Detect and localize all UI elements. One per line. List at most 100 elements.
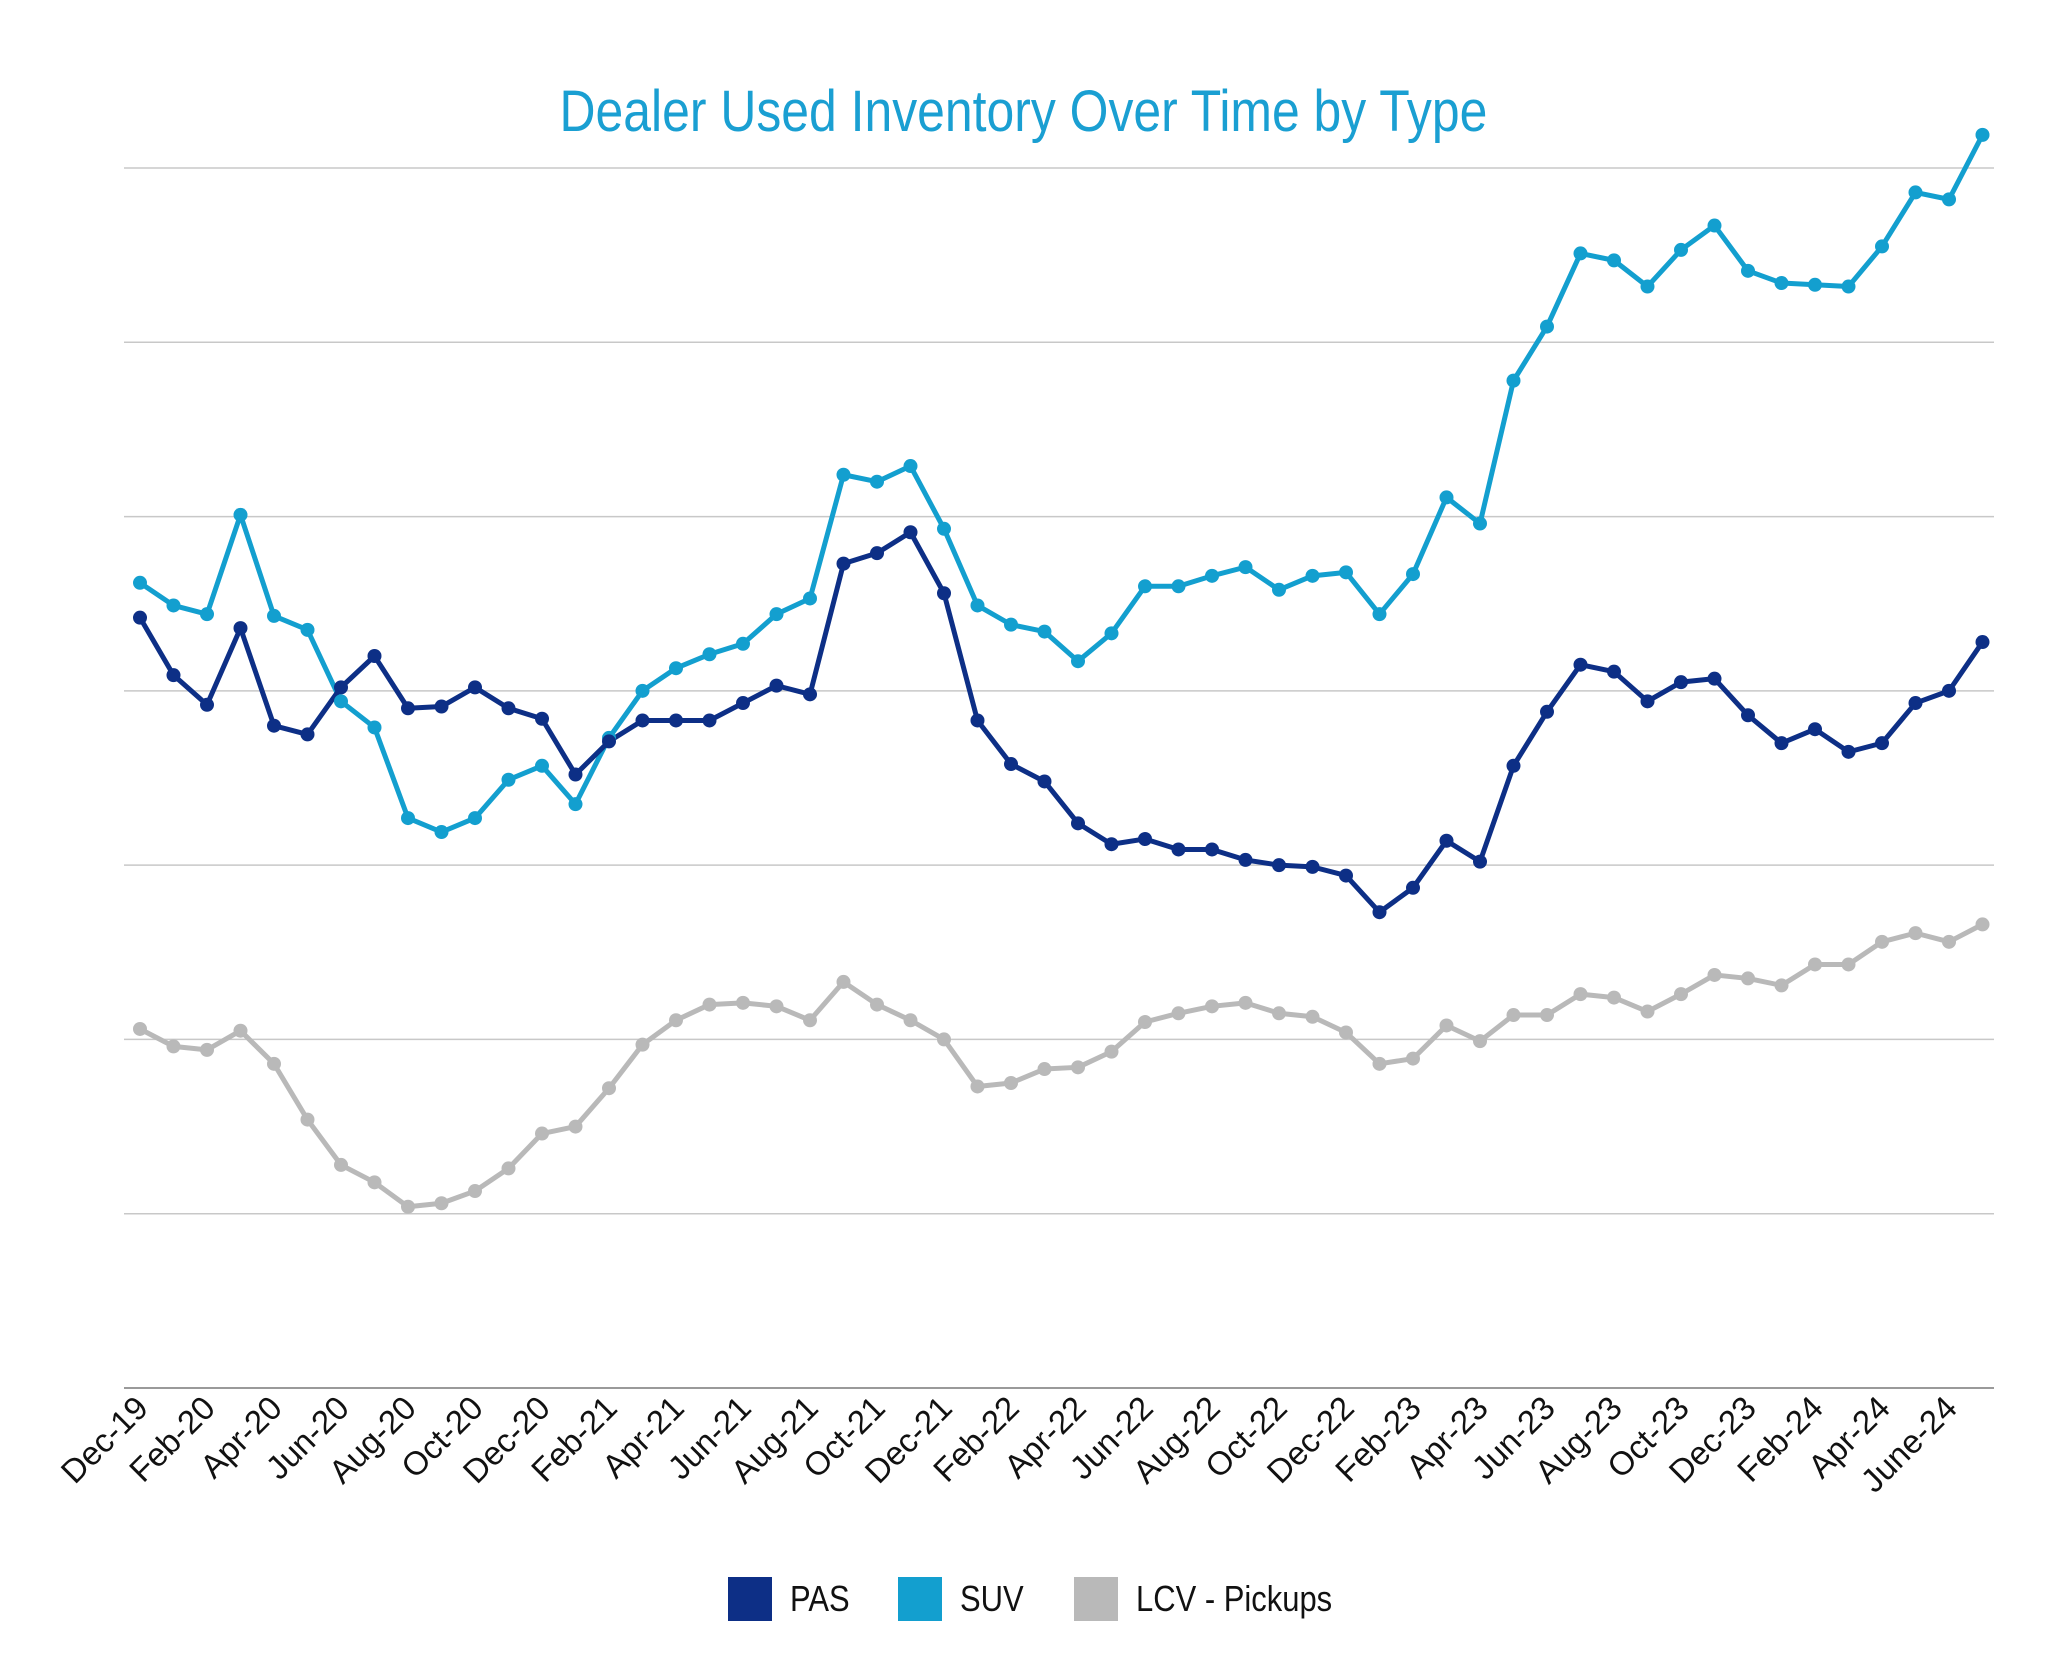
- data-point-suv: [803, 591, 817, 606]
- data-point-lcv-pickups: [803, 1013, 817, 1028]
- data-point-lcv-pickups: [1640, 1004, 1655, 1019]
- data-point-pas: [535, 711, 549, 726]
- data-point-lcv-pickups: [468, 1184, 482, 1199]
- data-point-suv: [903, 459, 918, 474]
- data-point-lcv-pickups: [1506, 1008, 1521, 1023]
- data-point-pas: [1808, 722, 1822, 737]
- data-point-suv: [1540, 319, 1554, 334]
- data-point-lcv-pickups: [401, 1199, 415, 1214]
- data-point-lcv-pickups: [1875, 934, 1889, 949]
- data-point-pas: [133, 610, 147, 625]
- data-point-suv: [1875, 239, 1889, 254]
- data-point-lcv-pickups: [1707, 967, 1722, 982]
- data-point-suv: [1841, 279, 1856, 294]
- data-point-lcv-pickups: [1171, 1006, 1186, 1021]
- data-point-lcv-pickups: [334, 1157, 348, 1172]
- data-point-pas: [1205, 842, 1219, 857]
- legend-label-lcv-pickups: LCV - Pickups: [1136, 1578, 1333, 1619]
- data-point-lcv-pickups: [903, 1013, 918, 1028]
- legend-swatch-suv: [898, 1577, 942, 1621]
- data-point-pas: [1573, 657, 1588, 672]
- data-point-pas: [1305, 859, 1320, 874]
- data-point-pas: [1138, 832, 1152, 846]
- data-point-lcv-pickups: [669, 1013, 683, 1028]
- data-point-pas: [1741, 708, 1755, 723]
- data-point-pas: [267, 718, 281, 733]
- data-point-pas: [1272, 858, 1286, 873]
- data-point-suv: [669, 661, 683, 676]
- data-point-pas: [1339, 868, 1353, 883]
- data-point-pas: [1975, 635, 1990, 650]
- legend-label-pas: PAS: [790, 1578, 850, 1619]
- data-point-suv: [568, 797, 583, 812]
- data-point-lcv-pickups: [702, 997, 717, 1012]
- data-point-lcv-pickups: [1071, 1060, 1085, 1075]
- data-point-pas: [1004, 757, 1018, 772]
- x-axis-tick-labels: Dec-19Feb-20Apr-20Jun-20Aug-20Oct-20Dec-…: [54, 1389, 1964, 1499]
- data-point-suv: [1138, 579, 1152, 594]
- legend-item-pas: PAS: [728, 1574, 859, 1624]
- data-point-lcv-pickups: [300, 1112, 315, 1127]
- data-point-pas: [401, 701, 415, 716]
- data-point-lcv-pickups: [1104, 1044, 1119, 1059]
- data-point-lcv-pickups: [501, 1161, 516, 1176]
- legend-item-lcv-pickups: LCV - Pickups: [1074, 1574, 1364, 1624]
- data-point-pas: [1875, 736, 1889, 751]
- data-point-suv: [1975, 127, 1990, 142]
- data-point-lcv-pickups: [1975, 917, 1990, 932]
- data-point-pas: [367, 649, 382, 663]
- data-point-lcv-pickups: [1205, 999, 1219, 1014]
- data-point-lcv-pickups: [1339, 1025, 1353, 1040]
- data-point-suv: [1640, 279, 1655, 294]
- data-point-pas: [736, 696, 750, 711]
- data-point-suv: [501, 772, 516, 787]
- data-point-suv: [1272, 582, 1286, 597]
- data-point-lcv-pickups: [1540, 1008, 1554, 1023]
- data-point-pas: [334, 680, 348, 695]
- data-point-pas: [1238, 852, 1253, 867]
- data-point-lcv-pickups: [1037, 1062, 1052, 1077]
- data-point-suv: [133, 575, 147, 590]
- chart-title: Dealer Used Inventory Over Time by Type: [559, 79, 1488, 144]
- data-point-lcv-pickups: [1272, 1006, 1286, 1021]
- data-point-lcv-pickups: [769, 999, 784, 1014]
- data-point-suv: [836, 467, 851, 482]
- data-point-pas: [1037, 774, 1052, 789]
- data-point-suv: [1707, 218, 1722, 233]
- data-point-lcv-pickups: [1138, 1015, 1152, 1029]
- data-point-lcv-pickups: [1406, 1051, 1420, 1066]
- data-point-suv: [267, 608, 281, 623]
- data-point-suv: [970, 598, 985, 613]
- data-point-suv: [166, 598, 181, 613]
- data-point-pas: [1372, 905, 1387, 920]
- legend-swatch-lcv-pickups: [1074, 1577, 1118, 1621]
- data-point-suv: [1305, 568, 1320, 583]
- data-point-suv: [367, 720, 382, 735]
- legend: PAS SUV LCV - Pickups: [0, 1574, 2048, 1624]
- data-point-suv: [1942, 192, 1956, 207]
- data-point-pas: [970, 713, 985, 728]
- data-point-lcv-pickups: [1573, 987, 1588, 1002]
- data-point-lcv-pickups: [133, 1021, 147, 1036]
- data-point-pas: [1674, 675, 1688, 690]
- data-point-suv: [1573, 246, 1588, 261]
- data-point-lcv-pickups: [1808, 957, 1822, 972]
- data-point-suv: [300, 622, 315, 637]
- data-point-pas: [1071, 816, 1085, 831]
- data-point-pas: [1908, 696, 1923, 711]
- data-point-pas: [803, 687, 817, 702]
- data-point-pas: [937, 586, 951, 601]
- data-point-pas: [836, 556, 851, 571]
- data-point-suv: [1741, 263, 1755, 278]
- data-point-lcv-pickups: [736, 995, 750, 1010]
- series-line-suv: [138, 133, 1985, 835]
- data-point-lcv-pickups: [535, 1126, 549, 1141]
- data-point-lcv-pickups: [267, 1056, 281, 1071]
- data-point-suv: [233, 507, 248, 522]
- data-point-lcv-pickups: [1774, 978, 1789, 993]
- series-line-pas: [137, 529, 1985, 915]
- data-point-pas: [669, 713, 683, 728]
- data-point-suv: [702, 647, 717, 662]
- data-point-pas: [468, 680, 482, 695]
- data-point-pas: [300, 727, 315, 742]
